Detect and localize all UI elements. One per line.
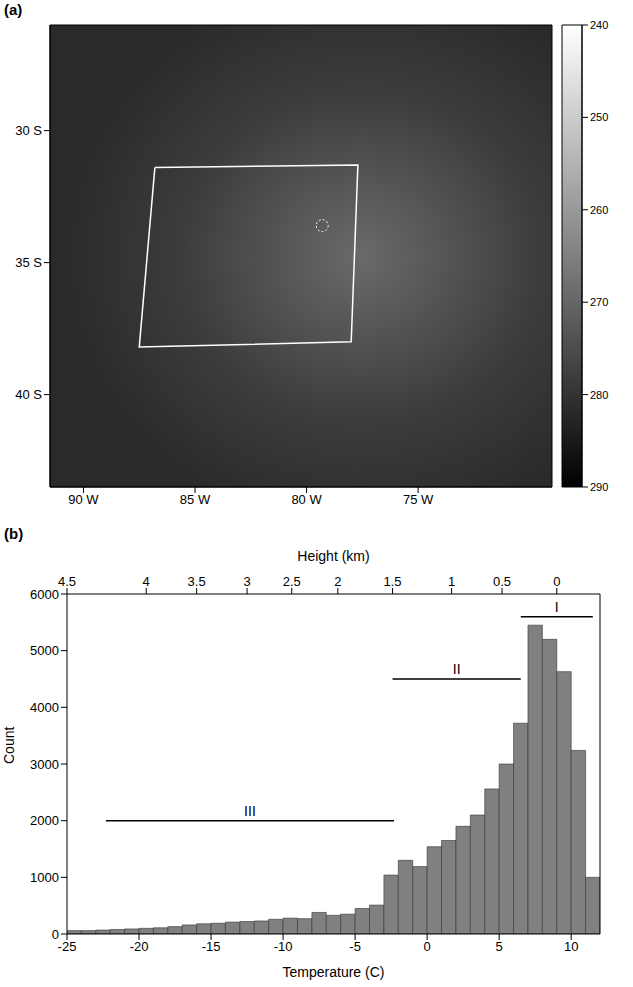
svg-text:240: 240 [590, 20, 608, 31]
svg-text:270: 270 [590, 296, 608, 308]
svg-text:I: I [555, 599, 559, 615]
svg-text:-15: -15 [202, 939, 221, 954]
svg-text:II: II [453, 661, 461, 677]
svg-text:4: 4 [143, 574, 150, 589]
svg-text:0: 0 [553, 574, 560, 589]
svg-text:3000: 3000 [30, 757, 59, 772]
svg-text:6000: 6000 [30, 587, 59, 602]
html-text:(b): (b) [4, 525, 24, 542]
svg-text:4000: 4000 [30, 700, 59, 715]
svg-text:10: 10 [564, 939, 578, 954]
svg-text:3: 3 [243, 574, 250, 589]
svg-text:80 W: 80 W [291, 492, 322, 507]
svg-text:0.5: 0.5 [493, 574, 511, 589]
svg-text:3.5: 3.5 [188, 574, 206, 589]
svg-text:1000: 1000 [30, 870, 59, 885]
svg-text:5: 5 [496, 939, 503, 954]
svg-text:0: 0 [424, 939, 431, 954]
svg-text:250: 250 [590, 111, 608, 123]
svg-text:Height (km): Height (km) [297, 548, 369, 564]
svg-text:260: 260 [590, 204, 608, 216]
svg-text:-5: -5 [349, 939, 361, 954]
svg-text:0: 0 [52, 927, 59, 942]
svg-text:Count: Count [1, 727, 17, 764]
svg-text:30 S: 30 S [15, 123, 42, 138]
svg-text:85 W: 85 W [180, 492, 211, 507]
svg-text:40 S: 40 S [15, 387, 42, 402]
svg-text:III: III [244, 803, 256, 819]
svg-text:2000: 2000 [30, 813, 59, 828]
svg-text:-20: -20 [130, 939, 149, 954]
svg-text:1: 1 [448, 574, 455, 589]
svg-text:-25: -25 [58, 939, 77, 954]
svg-text:2.5: 2.5 [283, 574, 301, 589]
svg-text:35 S: 35 S [15, 255, 42, 270]
svg-text:5000: 5000 [30, 643, 59, 658]
svg-text:280: 280 [590, 389, 608, 401]
svg-text:75 W: 75 W [403, 492, 434, 507]
svg-text:90 W: 90 W [68, 492, 99, 507]
svg-text:1.5: 1.5 [384, 574, 402, 589]
html-text:(a): (a) [4, 1, 23, 18]
svg-text:-10: -10 [274, 939, 293, 954]
svg-text:290: 290 [590, 481, 608, 493]
svg-text:4.5: 4.5 [58, 574, 76, 589]
svg-text:2: 2 [334, 574, 341, 589]
svg-text:Temperature (C): Temperature (C) [283, 964, 385, 980]
